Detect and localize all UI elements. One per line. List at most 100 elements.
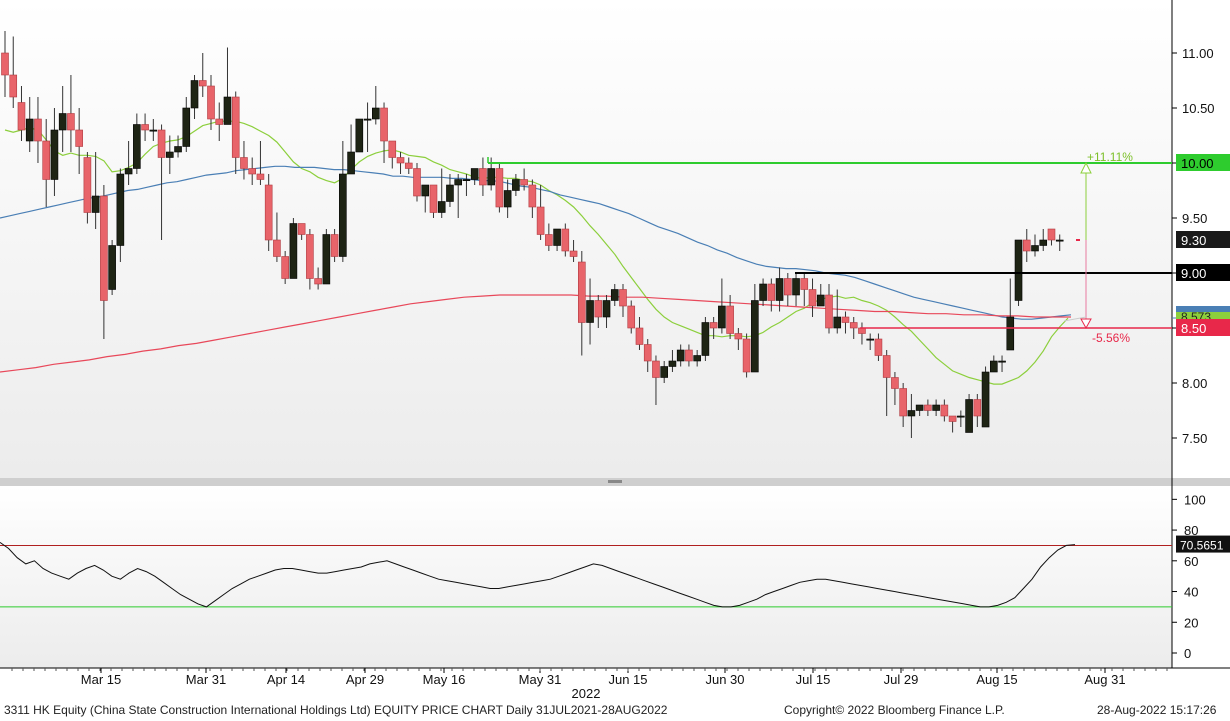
candle-body: [207, 85, 215, 120]
candle-body: [973, 399, 982, 417]
candle-body: [149, 129, 158, 132]
candle-body: [380, 107, 388, 142]
candle-body: [915, 404, 924, 411]
candle-body: [981, 371, 990, 428]
candle-body: [166, 151, 174, 158]
candle-body: [198, 80, 207, 87]
candle-body: [421, 184, 430, 197]
candle-body: [833, 316, 842, 329]
candle: [330, 229, 339, 262]
candle: [50, 108, 59, 196]
candle-body: [157, 129, 166, 158]
candle: [25, 97, 34, 152]
candle-body: [289, 223, 298, 279]
x-tick-label: Aug 31: [1084, 672, 1125, 687]
candle-body: [948, 415, 957, 422]
candle-body: [141, 124, 149, 131]
candle-body: [413, 168, 421, 197]
candle-body: [619, 289, 627, 307]
moving-average-line: [0, 294, 1071, 373]
level-label-0-bg: [1176, 154, 1230, 171]
candle: [849, 317, 858, 339]
candle: [198, 53, 207, 97]
candle: [297, 223, 306, 240]
candle: [940, 399, 949, 422]
candle: [67, 75, 75, 152]
annotation-gain: +11.11%: [1087, 150, 1133, 164]
candle: [709, 317, 718, 339]
candle-body: [866, 338, 875, 341]
candle: [347, 124, 355, 175]
year-label: 2022: [572, 686, 601, 701]
candle: [1, 31, 9, 97]
candle: [825, 284, 833, 334]
candle: [404, 157, 413, 174]
candle: [553, 228, 561, 251]
rsi-tick-label: 80: [1184, 523, 1198, 538]
candle-body: [1, 52, 9, 76]
candle: [635, 317, 644, 350]
candle-body: [355, 118, 364, 153]
candle: [421, 184, 430, 213]
candle-body: [363, 118, 372, 121]
candle-body: [9, 74, 18, 98]
candle-body: [643, 344, 652, 362]
candle: [429, 184, 438, 218]
candle-body: [174, 146, 182, 153]
candle: [891, 372, 899, 405]
candle-body: [190, 80, 199, 109]
x-tick-label: Jul 15: [796, 672, 831, 687]
candle: [882, 350, 891, 416]
candle-body: [676, 349, 685, 362]
candle-body: [281, 256, 289, 279]
candle-body: [891, 377, 899, 389]
candle-body: [108, 245, 116, 290]
candle: [816, 284, 825, 307]
down-arrow-head: [1080, 318, 1092, 330]
candle: [652, 355, 660, 405]
candle: [9, 36, 18, 108]
candle: [58, 86, 67, 152]
candle-body: [347, 151, 355, 175]
candle: [586, 278, 594, 345]
candle: [701, 317, 710, 361]
candle: [166, 135, 174, 174]
candle: [841, 311, 850, 334]
candle-body: [627, 305, 636, 329]
candle-body: [602, 300, 611, 318]
candle-body: [495, 168, 504, 208]
candle: [454, 174, 463, 218]
candle-body: [479, 168, 487, 186]
candle-body: [520, 179, 528, 186]
candle-body: [545, 234, 553, 246]
copyright-text: Copyright© 2022 Bloomberg Finance L.P.: [784, 703, 1005, 717]
candle: [470, 168, 479, 185]
candle-body: [67, 113, 75, 131]
candle: [190, 75, 199, 119]
rsi-tick-label: 0: [1184, 646, 1191, 661]
candle-body: [322, 234, 331, 285]
level-label-2-bg: [1176, 319, 1230, 336]
candle-body: [528, 184, 537, 208]
rsi-tick-label: 100: [1184, 492, 1206, 507]
candle: [833, 289, 842, 334]
candle-body: [907, 410, 916, 417]
candle-body: [561, 228, 570, 252]
candle: [685, 344, 693, 367]
moving-average-line: [4, 120, 1069, 385]
candle: [668, 350, 677, 372]
candle: [157, 124, 166, 240]
price-tick-label: 11.00: [1182, 46, 1214, 61]
candle: [924, 399, 932, 416]
candle: [907, 394, 916, 438]
candle: [75, 108, 83, 174]
rsi-line: [0, 541, 1076, 608]
price-panel-bg: [0, 0, 1172, 478]
candle-body: [396, 157, 405, 164]
candle-body: [858, 327, 866, 334]
candle: [17, 86, 26, 141]
candle-body: [635, 327, 644, 345]
candle: [240, 141, 248, 180]
price-tick-label: 7.50: [1182, 431, 1207, 446]
candle: [874, 333, 883, 361]
